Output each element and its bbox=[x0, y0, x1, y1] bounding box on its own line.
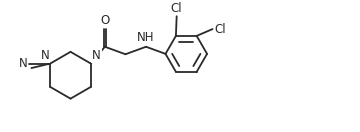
Text: Cl: Cl bbox=[214, 23, 226, 36]
Text: N: N bbox=[40, 49, 49, 62]
Text: N: N bbox=[40, 49, 49, 62]
Text: N: N bbox=[92, 49, 101, 62]
Text: N: N bbox=[92, 49, 101, 62]
Text: O: O bbox=[100, 14, 109, 27]
Text: NH: NH bbox=[137, 31, 155, 44]
Text: N: N bbox=[19, 57, 28, 70]
Text: Cl: Cl bbox=[171, 2, 183, 15]
